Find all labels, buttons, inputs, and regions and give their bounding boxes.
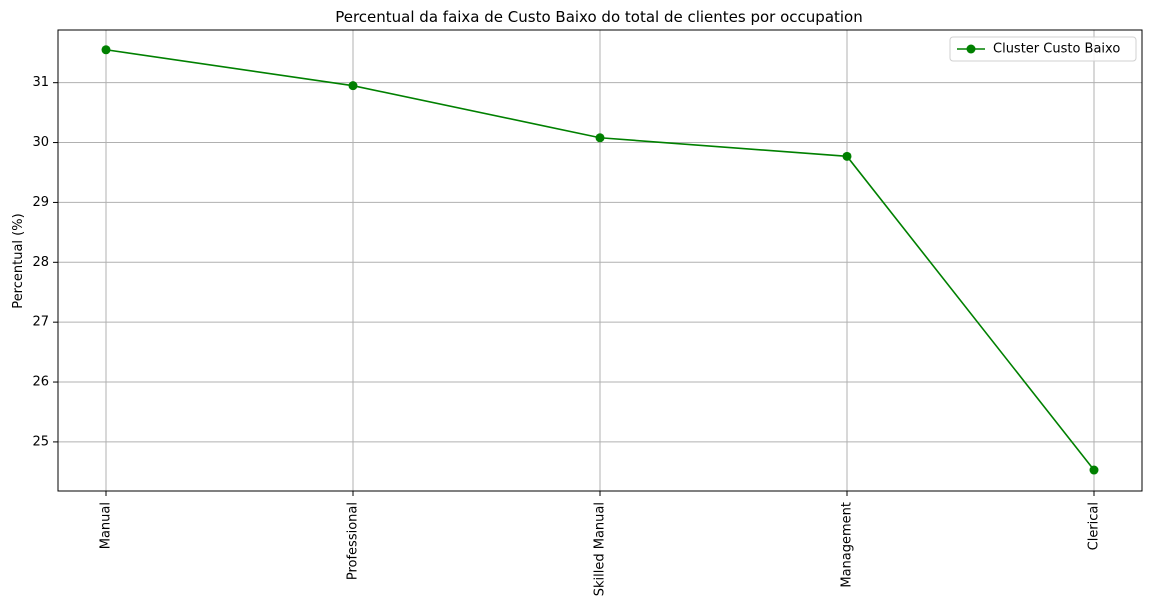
plot-area-frame — [57, 29, 1143, 492]
chart-title: Percentual da faixa de Custo Baixo do to… — [335, 8, 863, 26]
series-layer — [101, 45, 1099, 475]
data-point — [101, 45, 111, 55]
data-point — [595, 133, 605, 143]
legend-marker-swatch — [966, 44, 976, 54]
y-tick-label: 30 — [32, 135, 49, 150]
x-tick-label: Skilled Manual — [593, 502, 608, 596]
x-tick-label: Manual — [99, 502, 114, 549]
y-axis-label: Percentual (%) — [11, 213, 26, 308]
x-tick-label: Management — [840, 502, 855, 588]
legend: Cluster Custo Baixo — [949, 36, 1137, 62]
grid — [58, 30, 1142, 491]
y-tick-label: 31 — [32, 75, 49, 90]
data-point — [842, 151, 852, 161]
y-tick-label: 25 — [32, 434, 49, 449]
x-tick-label: Clerical — [1087, 502, 1102, 550]
y-tick-label: 29 — [32, 195, 49, 210]
x-tick-label: Professional — [346, 502, 361, 580]
data-point — [1089, 465, 1099, 475]
data-point — [348, 81, 358, 91]
axes: Manual Professional Skilled Manual Manageme… — [32, 29, 1143, 596]
y-tick-label: 27 — [32, 315, 49, 330]
y-tick-label: 26 — [32, 375, 49, 390]
y-tick-label: 28 — [32, 255, 49, 270]
legend-label: Cluster Custo Baixo — [993, 42, 1120, 57]
legend-box — [949, 36, 1137, 62]
